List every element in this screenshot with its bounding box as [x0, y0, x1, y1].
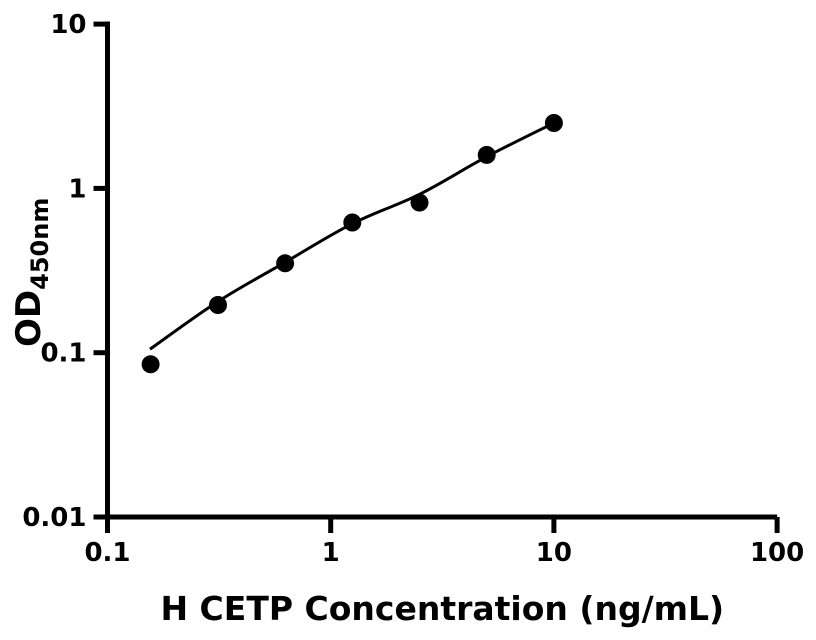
data-point	[477, 145, 496, 164]
data-point	[141, 355, 160, 374]
y-axis-title-subscript: 450nm	[26, 198, 54, 290]
x-tick-label: 10	[536, 538, 572, 568]
points-group	[141, 114, 563, 374]
data-point	[343, 213, 362, 232]
data-point	[276, 254, 295, 273]
y-tick-label: 10	[50, 10, 86, 40]
x-tick-label: 1	[322, 538, 340, 568]
y-tick-label: 0.01	[22, 503, 86, 533]
x-axis-title: H CETP Concentration (ng/mL)	[160, 589, 724, 628]
data-point	[544, 114, 563, 132]
y-tick-label: 0.1	[40, 339, 86, 369]
y-axis-title-main: OD	[9, 290, 49, 347]
y-tick-label: 1	[68, 174, 86, 204]
axes-group	[93, 21, 780, 533]
data-point	[209, 296, 227, 314]
x-tick-label: 0.1	[84, 538, 130, 568]
y-axis-title: OD450nm	[9, 198, 54, 347]
data-point	[410, 193, 429, 212]
x-tick-label: 100	[750, 538, 804, 568]
